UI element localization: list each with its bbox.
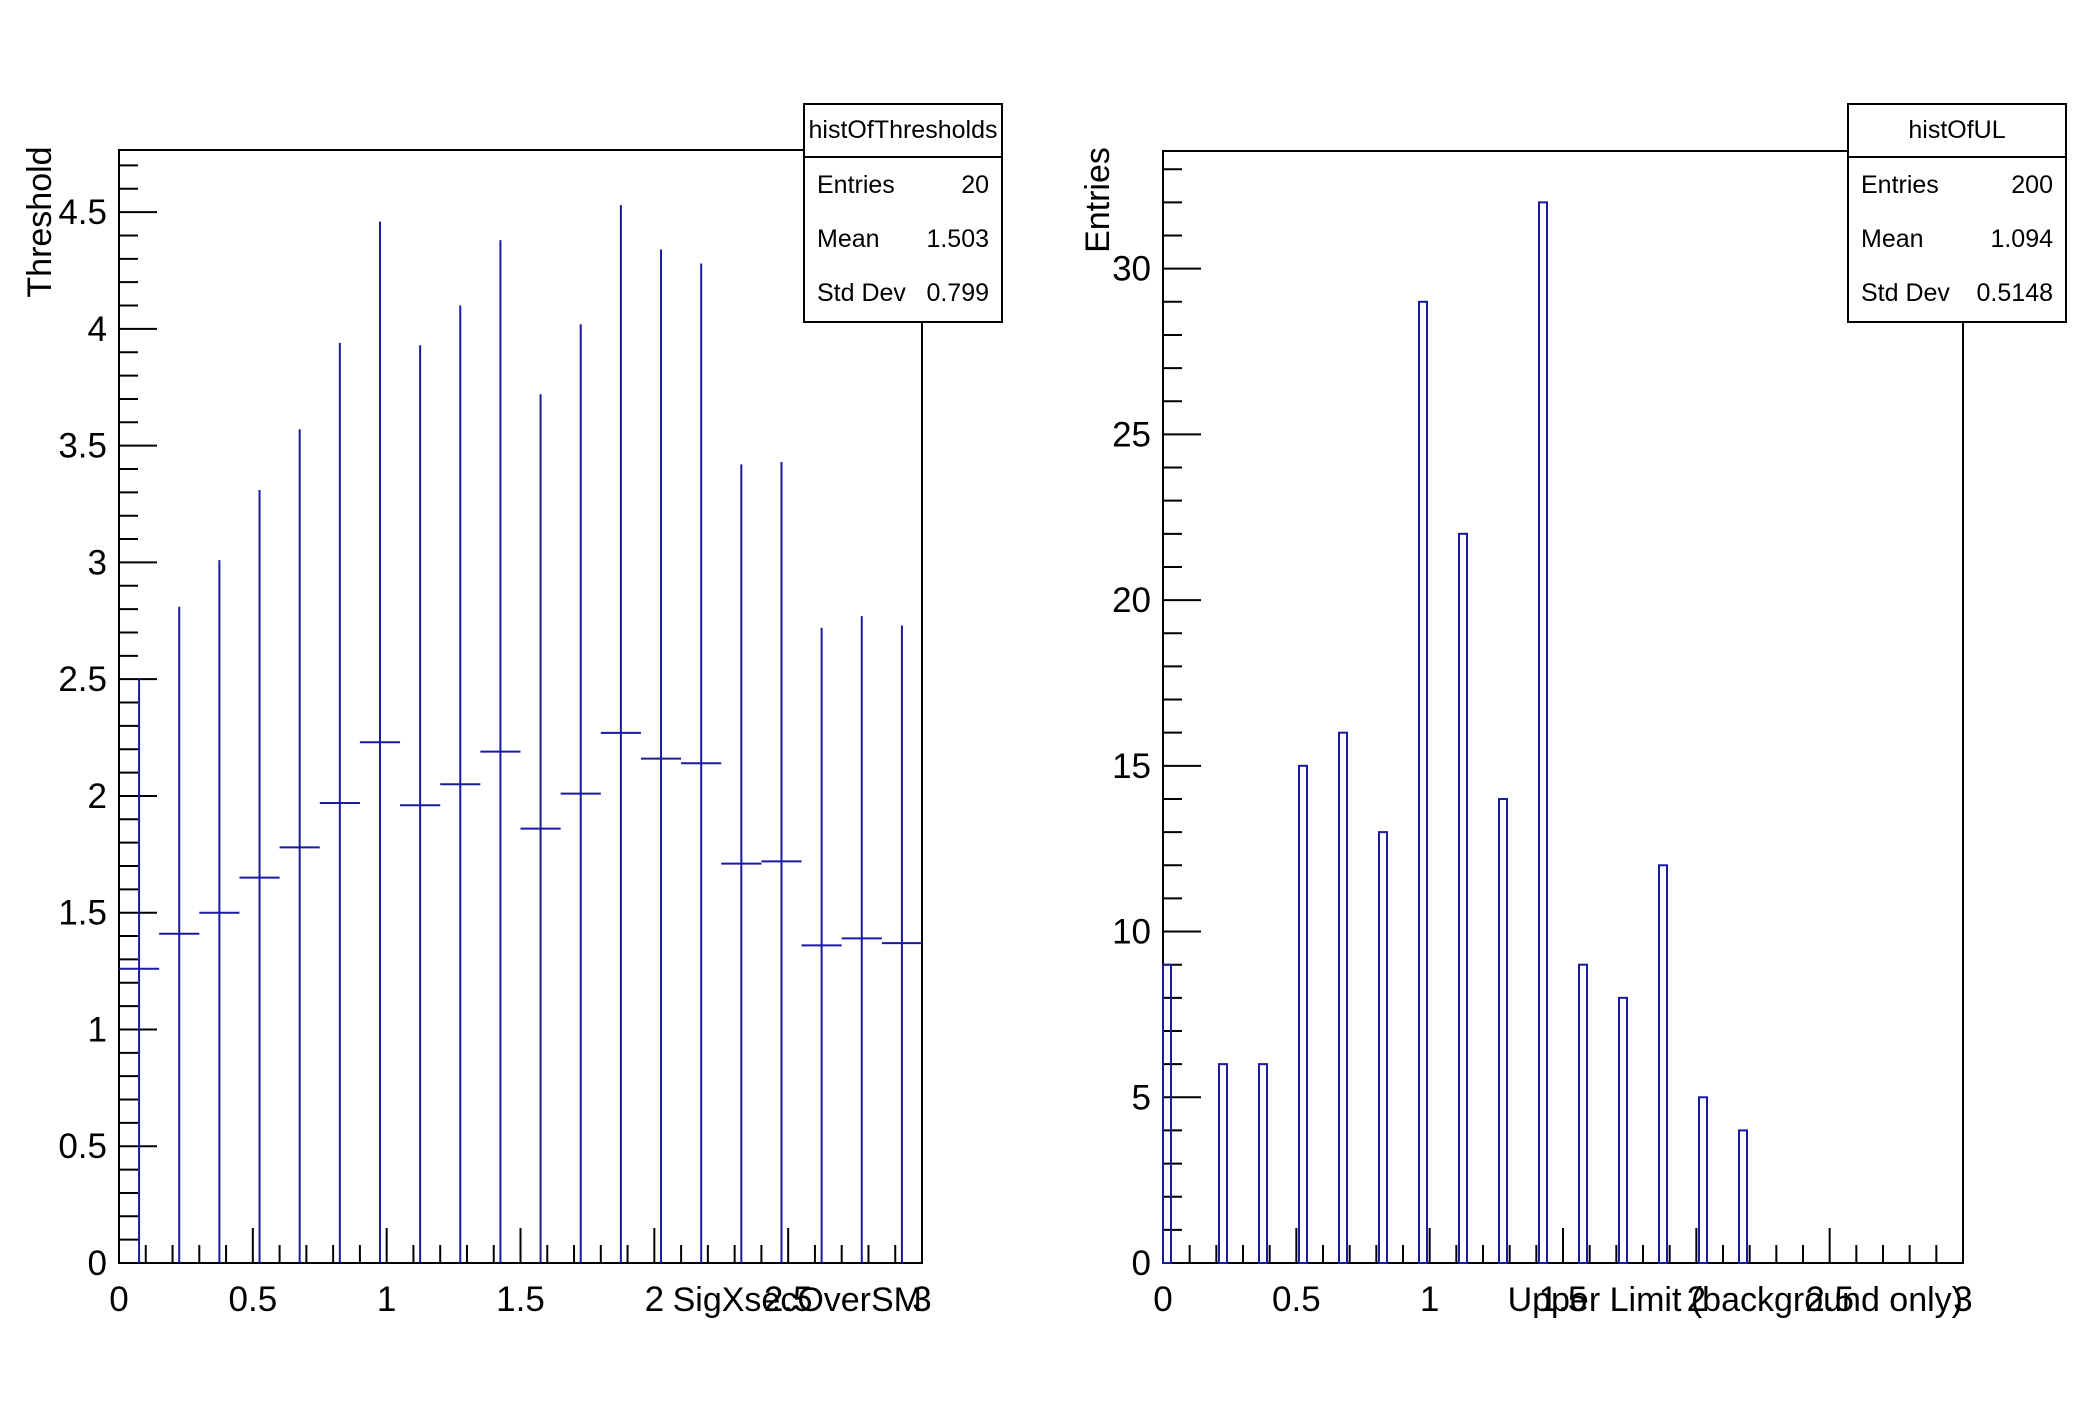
x-tick-label: 0 bbox=[109, 1280, 128, 1319]
y-tick-label: 0 bbox=[1132, 1244, 1151, 1283]
histogram-bar bbox=[1218, 1063, 1228, 1265]
histogram-bar bbox=[1378, 831, 1388, 1264]
y-tick-label: 0.5 bbox=[58, 1127, 107, 1166]
right-y-axis-title: Entries bbox=[1079, 147, 1117, 253]
stats-row-entries: Entries 200 bbox=[1849, 158, 2065, 212]
histogram-bar bbox=[1658, 864, 1668, 1264]
stats-box-ul: histOfUL Entries 200 Mean 1.094 Std Dev … bbox=[1847, 103, 2067, 323]
y-tick-label: 25 bbox=[1112, 415, 1151, 454]
histogram-bar bbox=[1162, 963, 1172, 1265]
x-tick-label: 1 bbox=[377, 1280, 396, 1319]
stats-value: 200 bbox=[2011, 170, 2053, 199]
stats-label: Std Dev bbox=[817, 278, 906, 307]
x-tick-label: 1 bbox=[1420, 1280, 1439, 1319]
y-tick-label: 4.5 bbox=[58, 193, 107, 232]
y-tick-label: 3.5 bbox=[58, 427, 107, 466]
stats-value: 0.799 bbox=[926, 278, 989, 307]
x-tick-label: 3 bbox=[1953, 1280, 1972, 1319]
y-tick-label: 1 bbox=[88, 1010, 107, 1049]
right-x-axis-title: Upper Limit (background only) bbox=[1507, 1281, 1963, 1319]
y-tick-label: 4 bbox=[88, 310, 107, 349]
x-tick-label: 2 bbox=[645, 1280, 664, 1319]
x-tick-label: 3 bbox=[912, 1280, 931, 1319]
y-tick-label: 30 bbox=[1112, 250, 1151, 289]
stats-value: 1.094 bbox=[1990, 224, 2053, 253]
plot-frame bbox=[118, 149, 923, 1264]
stats-row-stddev: Std Dev 0.799 bbox=[805, 266, 1001, 320]
y-tick-label: 2 bbox=[88, 777, 107, 816]
plot-frame bbox=[1162, 150, 1964, 1264]
y-tick-label: 15 bbox=[1112, 747, 1151, 786]
histogram-bar bbox=[1418, 300, 1428, 1264]
stats-row-mean: Mean 1.503 bbox=[805, 212, 1001, 266]
stats-value: 0.5148 bbox=[1976, 278, 2053, 307]
stats-box-thresholds: histOfThresholds Entries 20 Mean 1.503 S… bbox=[803, 103, 1003, 323]
histogram-bar bbox=[1258, 1063, 1268, 1265]
y-tick-label: 10 bbox=[1112, 913, 1151, 952]
stats-row-mean: Mean 1.094 bbox=[1849, 212, 2065, 266]
stats-label: Std Dev bbox=[1861, 278, 1950, 307]
y-tick-label: 2.5 bbox=[58, 660, 107, 699]
stats-row-stddev: Std Dev 0.5148 bbox=[1849, 266, 2065, 320]
stats-label: Mean bbox=[1861, 224, 1924, 253]
left-x-axis-title: SigXsecOverSM bbox=[672, 1281, 922, 1319]
stats-title: histOfThresholds bbox=[805, 105, 1001, 158]
histogram-bar bbox=[1578, 963, 1588, 1265]
y-tick-label: 3 bbox=[88, 543, 107, 582]
y-tick-label: 0 bbox=[88, 1244, 107, 1283]
y-tick-label: 1.5 bbox=[58, 894, 107, 933]
stats-row-entries: Entries 20 bbox=[805, 158, 1001, 212]
histogram-bar bbox=[1618, 996, 1628, 1264]
histogram-bar bbox=[1298, 764, 1308, 1264]
histogram-bar bbox=[1738, 1129, 1748, 1264]
histogram-bar bbox=[1338, 731, 1348, 1264]
histogram-bar bbox=[1458, 532, 1468, 1264]
stats-label: Entries bbox=[817, 170, 895, 199]
y-tick-label: 5 bbox=[1132, 1078, 1151, 1117]
x-tick-label: 0.5 bbox=[1272, 1280, 1321, 1319]
x-tick-label: 0 bbox=[1153, 1280, 1172, 1319]
left-y-axis-title: Threshold bbox=[21, 146, 59, 298]
stats-label: Entries bbox=[1861, 170, 1939, 199]
histogram-bar bbox=[1498, 797, 1508, 1264]
histogram-bar bbox=[1698, 1096, 1708, 1265]
x-tick-label: 2 bbox=[1687, 1280, 1706, 1319]
x-tick-label: 1.5 bbox=[496, 1280, 545, 1319]
y-tick-label: 20 bbox=[1112, 581, 1151, 620]
x-tick-label: 2.5 bbox=[764, 1280, 813, 1319]
x-tick-label: 0.5 bbox=[229, 1280, 278, 1319]
x-tick-label: 2.5 bbox=[1805, 1280, 1854, 1319]
x-tick-label: 1.5 bbox=[1539, 1280, 1588, 1319]
stats-value: 20 bbox=[961, 170, 989, 199]
stats-value: 1.503 bbox=[926, 224, 989, 253]
stats-title: histOfUL bbox=[1849, 105, 2065, 158]
histogram-bar bbox=[1538, 201, 1548, 1265]
stats-label: Mean bbox=[817, 224, 880, 253]
